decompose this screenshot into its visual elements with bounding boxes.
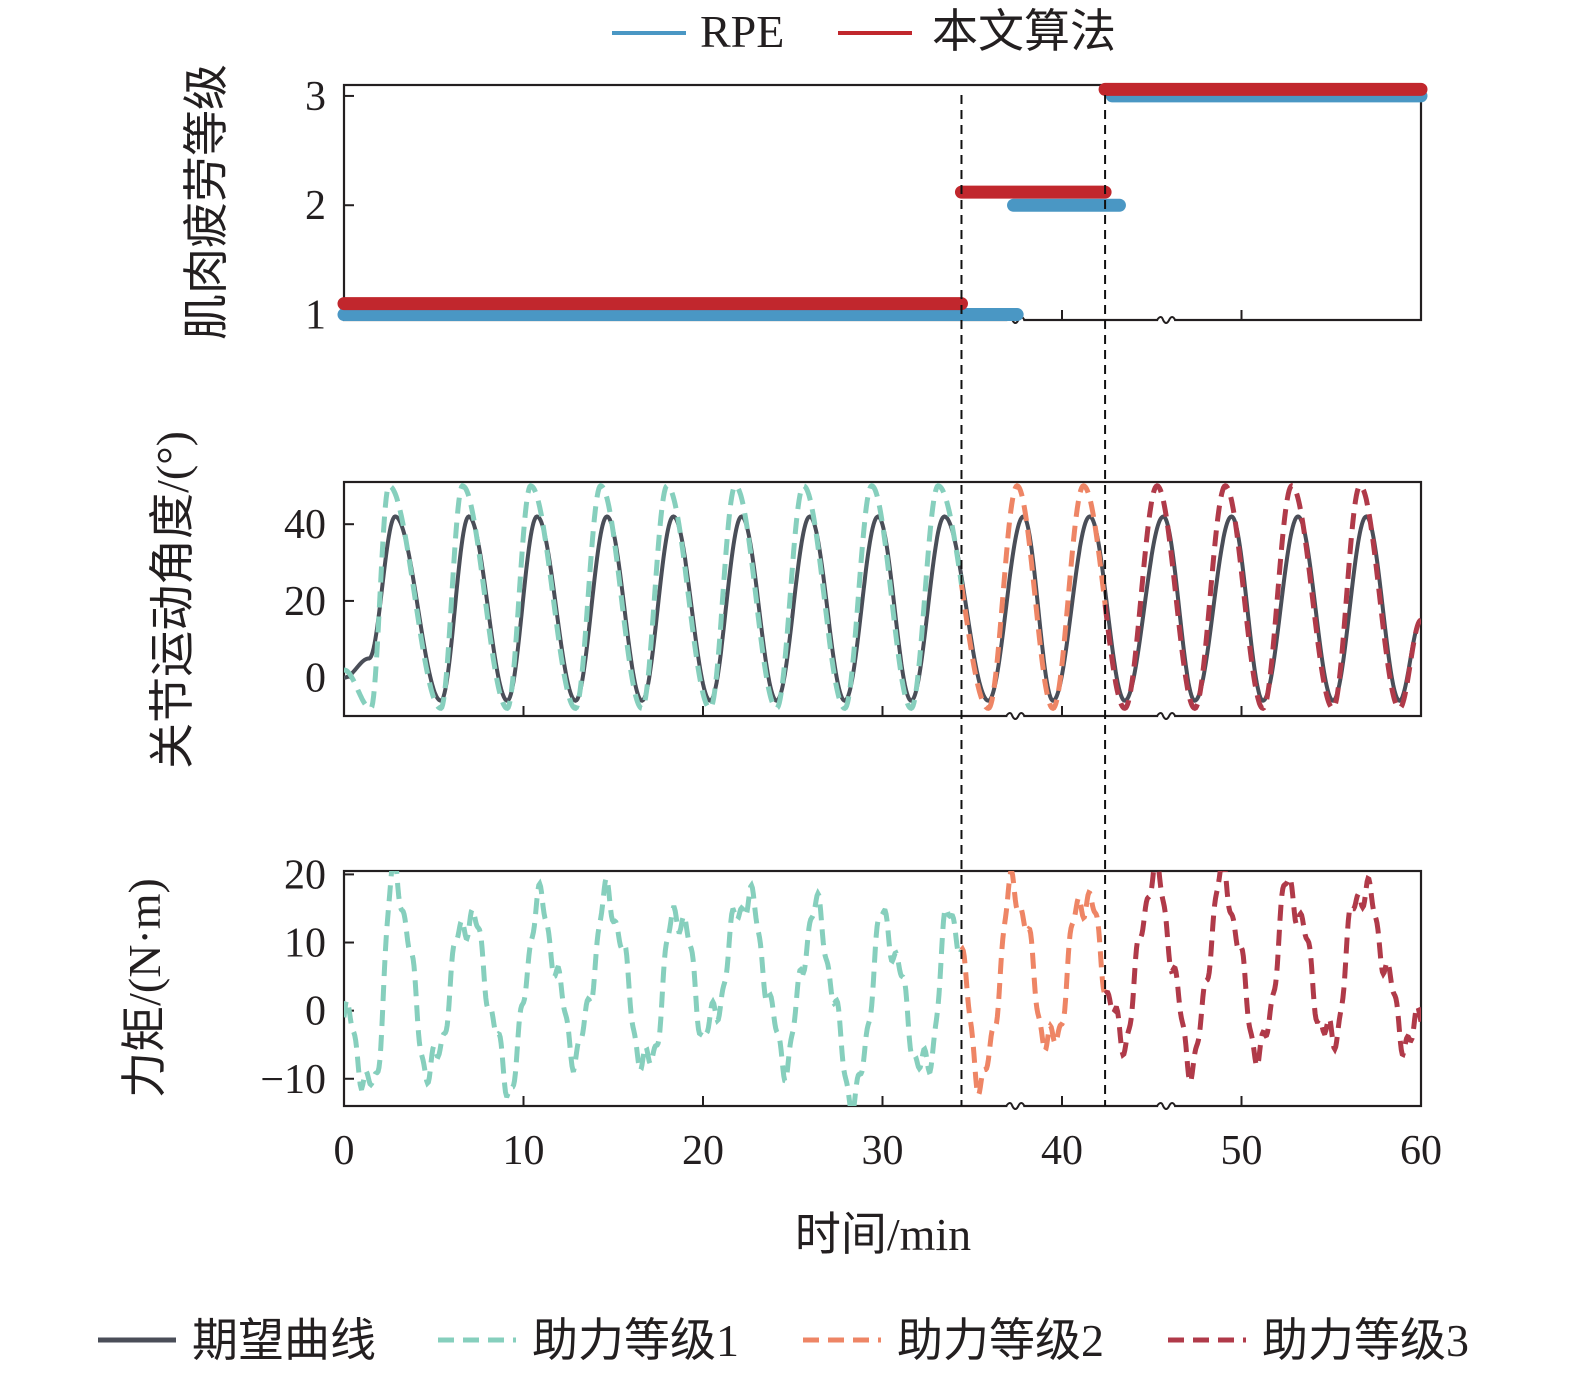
torque-level1-line [344,871,964,1106]
xtick-label: 10 [503,1128,545,1174]
angle-ytick-label: 20 [284,579,326,625]
bottom-legend-label-desired: 期望曲线 [192,1315,376,1366]
xtick-label: 30 [862,1128,904,1174]
transition-lines [960,95,1107,1106]
angle-panel: 0 20 40 关节运动角度/(°) [147,431,1423,769]
angle-level2-line [959,482,1108,711]
fatigue-panel: 1 2 3 肌肉疲劳等级 [181,64,1428,340]
xtick-label: 50 [1221,1128,1263,1174]
angle-axis-break-0 [1005,712,1026,720]
fatigue-ytick-label: 2 [305,183,326,229]
torque-break-gap-1 [1158,1101,1175,1111]
fatigue-axis-break-1 [1156,316,1177,324]
fatigue-ytick-label: 3 [305,74,326,120]
torque-ytick-label: −10 [260,1057,326,1103]
x-axis: 时间/min [795,1209,971,1260]
x-axis-label: 时间/min [795,1209,971,1260]
angle-break-gap-0 [1007,711,1024,721]
fatigue-plot-frame [342,83,1423,322]
torque-ytick-label: 10 [284,921,326,967]
fatigue-ytick-label: 1 [305,293,326,339]
top-legend-label-algo: 本文算法 [932,6,1116,57]
xtick-label: 20 [682,1128,724,1174]
torque-series-group [344,871,1421,1106]
angle-y-axis-label: 关节运动角度/(°) [147,431,198,769]
torque-level2-line [959,871,1108,1101]
angle-level3-line [1102,483,1421,712]
bottom-legend-label-level2: 助力等级2 [897,1315,1104,1366]
desired-angle-line [344,514,1421,703]
xtick-label: 40 [1041,1128,1083,1174]
bottom-legend-label-level1: 助力等级1 [532,1315,739,1366]
angle-series-group [344,482,1421,712]
torque-ytick-label: 20 [284,852,326,898]
bottom-legend-label-level3: 助力等级3 [1262,1315,1469,1366]
angle-level1-line [344,482,964,712]
fatigue-break-gap-1 [1158,315,1175,325]
angle-ytick-label: 40 [284,502,326,548]
bottom-legend: 期望曲线 助力等级1 助力等级2 助力等级3 [98,1315,1469,1366]
torque-axis-break-0 [1005,1102,1026,1110]
xtick-label: 60 [1400,1128,1442,1174]
top-legend-label-rpe: RPE [700,6,784,57]
torque-ytick-label: 0 [305,989,326,1035]
angle-axis-break-1 [1156,712,1177,720]
angle-ytick-label: 0 [305,656,326,702]
torque-axis-break-1 [1156,1102,1177,1110]
angle-break-gap-1 [1158,711,1175,721]
torque-break-gap-0 [1007,1101,1024,1111]
fatigue-y-axis-label: 肌肉疲劳等级 [181,64,232,340]
top-legend: RPE 本文算法 [612,6,1116,57]
torque-y-axis-label: 力矩/(N·m) [119,878,170,1098]
xtick-label: 0 [334,1128,355,1174]
torque-level3-line [1103,871,1421,1089]
